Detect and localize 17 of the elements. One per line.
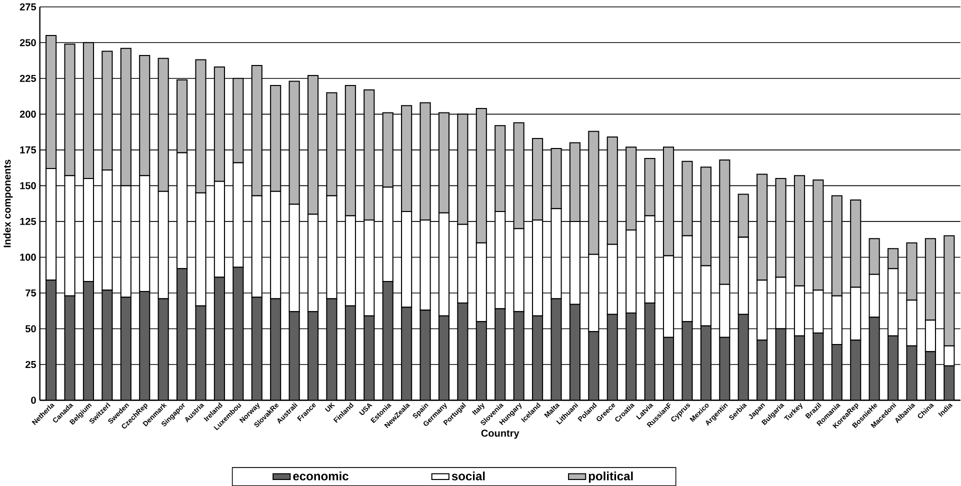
y-tick-label: 175 (20, 146, 36, 154)
y-tick-label: 275 (20, 3, 36, 10)
y-tick-label: 150 (20, 182, 36, 190)
y-tick-label: 100 (20, 254, 36, 261)
y-tick-label: 0 (31, 396, 36, 404)
y-axis-title: Index components (3, 160, 13, 248)
x-axis-title: Country (481, 430, 520, 439)
legend-label: economic (293, 471, 348, 480)
y-tick-label: 75 (26, 289, 36, 296)
y-tick-label: 250 (20, 39, 36, 46)
y-tick-label: 125 (20, 218, 36, 225)
legend-label: social (452, 471, 485, 480)
legend-label: political (588, 471, 633, 483)
y-tick-label: 50 (25, 325, 36, 332)
y-tick-label: 200 (20, 110, 36, 118)
y-tick-label: 25 (25, 360, 36, 368)
y-tick-label: 225 (20, 74, 36, 82)
